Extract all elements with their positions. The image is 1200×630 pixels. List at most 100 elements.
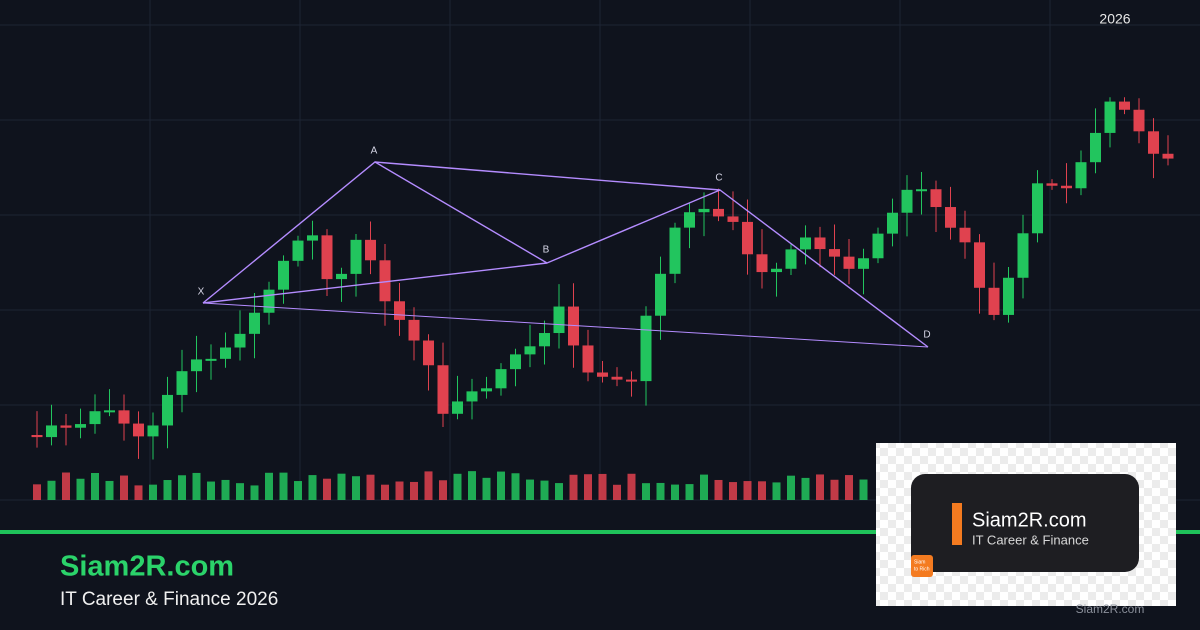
volume-bar [439, 480, 447, 500]
year-label: 2026 [1099, 11, 1130, 27]
candle-body [713, 208, 724, 217]
candle-body [176, 371, 188, 395]
volume-bar [207, 481, 215, 500]
candle-body [118, 410, 130, 424]
candle-body [974, 242, 985, 288]
candle-body [205, 358, 217, 361]
candle-body [901, 189, 913, 213]
volume-bar [729, 482, 737, 500]
volume-bar [395, 481, 404, 500]
candle-body [437, 365, 449, 414]
candle-body [814, 237, 826, 250]
candle-body [147, 425, 159, 437]
volume-bar [772, 482, 781, 500]
candle-body [568, 306, 579, 346]
candle-body [133, 423, 144, 437]
grid [0, 0, 1200, 501]
candle-body [727, 216, 739, 222]
candle-body [1119, 101, 1130, 110]
candle-body [1148, 131, 1159, 154]
volume-bar [569, 474, 578, 500]
candle-body [988, 287, 1000, 315]
volume-bar [801, 477, 810, 500]
candle-body [684, 212, 695, 228]
candle-body [1104, 101, 1116, 133]
brand-subtitle: IT Career & Finance 2026 [60, 589, 278, 610]
candle-body [1090, 132, 1101, 163]
candles [31, 97, 1174, 460]
candle-body [495, 369, 507, 389]
volume-bar [221, 479, 230, 500]
candle-body [611, 376, 623, 380]
candle-body [466, 391, 478, 402]
candle-body [626, 379, 637, 382]
candle-body [423, 340, 434, 366]
candle-body [307, 235, 318, 241]
candle-body [263, 289, 275, 313]
volume-bar [91, 473, 99, 500]
point-label: D [923, 330, 930, 341]
volume-bar [555, 483, 563, 500]
volume-bar [511, 473, 520, 500]
candle-body [640, 315, 652, 382]
candle-body [1162, 153, 1174, 159]
candle-body [31, 435, 43, 438]
volume-bar [163, 480, 172, 500]
candle-body [1046, 183, 1058, 186]
logo-box [911, 474, 1139, 572]
volume-bar [76, 478, 85, 500]
volume-bar [845, 475, 853, 500]
candle-body [481, 388, 492, 392]
volume-bar [859, 479, 868, 500]
watermark: Siam2R.com [1076, 602, 1145, 616]
candle-body [1003, 277, 1014, 315]
volume-bar [453, 473, 462, 500]
candle-body [89, 411, 101, 425]
candle-body [1032, 183, 1043, 234]
candle-body [321, 235, 333, 280]
volume-bar [308, 475, 317, 500]
candle-body [1133, 109, 1145, 132]
candle-body [539, 333, 550, 347]
volume-bar [337, 473, 346, 500]
volume-bar [497, 471, 505, 500]
volume-bar [381, 484, 389, 500]
volume-bar [265, 472, 273, 500]
candle-body [336, 273, 347, 280]
candle-body [582, 345, 594, 373]
candle-body [843, 256, 855, 269]
volume-bar [714, 479, 723, 500]
badge-text: Siam [914, 559, 925, 565]
pattern-labels: X A B C D [198, 146, 931, 341]
candle-body [669, 227, 681, 274]
candle-body [858, 258, 869, 269]
volume-bar [758, 481, 766, 500]
logo-subtitle: IT Career & Finance [972, 532, 1089, 547]
logo-title: Siam2R.com [972, 509, 1086, 531]
point-label: C [715, 173, 722, 184]
volume-bar [149, 484, 157, 500]
candle-body [350, 239, 362, 274]
candle-body [249, 312, 260, 334]
volume-bar [424, 471, 433, 500]
candle-body [597, 372, 608, 377]
volume-bar [323, 478, 331, 500]
volume-bar [482, 477, 491, 500]
volume-bar [62, 472, 70, 500]
volume-bar [279, 472, 288, 500]
volume-bar [816, 474, 824, 500]
volume-bar [366, 474, 375, 500]
volume-bar [743, 481, 752, 500]
logo-card: Siam2R.com IT Career & Finance Siam to R… [876, 443, 1176, 606]
logo-accent [952, 503, 962, 545]
volume-bar [33, 484, 41, 500]
harmonic-pattern [202, 161, 929, 348]
candle-body [104, 410, 115, 413]
volume-bar [294, 481, 302, 500]
candle-body [756, 254, 768, 273]
volume-bar [410, 481, 418, 500]
volume-bar [685, 484, 694, 500]
volume-bar [47, 480, 56, 500]
